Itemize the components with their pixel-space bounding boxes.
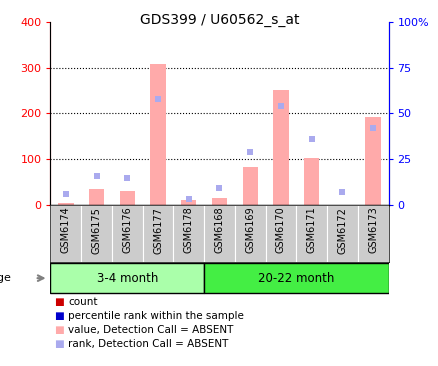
Text: ■: ■ xyxy=(54,325,64,335)
Bar xyxy=(364,117,380,205)
Text: GSM6172: GSM6172 xyxy=(337,207,346,254)
Bar xyxy=(211,198,227,205)
Bar xyxy=(119,191,135,205)
Bar xyxy=(150,64,166,205)
Bar xyxy=(142,205,173,262)
Text: GSM6176: GSM6176 xyxy=(122,207,132,253)
Text: 20-22 month: 20-22 month xyxy=(258,272,334,285)
Text: age: age xyxy=(0,273,11,283)
Text: GSM6171: GSM6171 xyxy=(306,207,316,253)
Text: percentile rank within the sample: percentile rank within the sample xyxy=(68,311,244,321)
Bar xyxy=(357,205,388,262)
Text: ■: ■ xyxy=(54,297,64,307)
Bar xyxy=(58,203,74,205)
Bar xyxy=(173,205,204,262)
Bar xyxy=(296,205,326,262)
Text: GSM6169: GSM6169 xyxy=(245,207,254,253)
Text: ■: ■ xyxy=(54,339,64,349)
Text: GSM6174: GSM6174 xyxy=(61,207,71,253)
Bar xyxy=(50,205,81,262)
Bar xyxy=(242,168,258,205)
Text: rank, Detection Call = ABSENT: rank, Detection Call = ABSENT xyxy=(68,339,228,349)
Bar xyxy=(112,205,142,262)
Bar xyxy=(81,205,112,262)
Bar xyxy=(303,158,318,205)
Text: ■: ■ xyxy=(54,311,64,321)
Text: GSM6177: GSM6177 xyxy=(153,207,162,254)
Bar xyxy=(181,201,196,205)
Text: GSM6173: GSM6173 xyxy=(367,207,377,253)
Bar xyxy=(265,205,296,262)
Bar xyxy=(326,205,357,262)
Text: count: count xyxy=(68,297,97,307)
Text: value, Detection Call = ABSENT: value, Detection Call = ABSENT xyxy=(68,325,233,335)
Text: GDS399 / U60562_s_at: GDS399 / U60562_s_at xyxy=(139,13,299,27)
Bar xyxy=(88,189,104,205)
Text: GSM6175: GSM6175 xyxy=(92,207,101,254)
Bar xyxy=(204,205,234,262)
Text: GSM6178: GSM6178 xyxy=(184,207,193,253)
Text: 3-4 month: 3-4 month xyxy=(96,272,158,285)
Text: GSM6168: GSM6168 xyxy=(214,207,224,253)
Bar xyxy=(204,263,388,293)
Text: GSM6170: GSM6170 xyxy=(276,207,285,253)
Bar xyxy=(50,263,204,293)
Bar xyxy=(272,90,288,205)
Bar xyxy=(234,205,265,262)
